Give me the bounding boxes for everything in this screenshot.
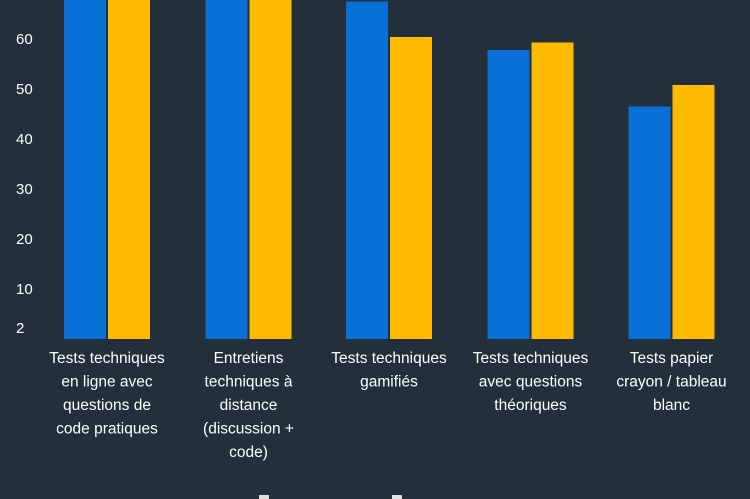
x-category-label: Tests papier crayon / tableau blanc <box>616 350 726 414</box>
legend-swatch-1 <box>259 495 269 499</box>
bar-series-2-cat-3 <box>390 37 432 339</box>
bar-series-1-cat-4 <box>487 50 530 339</box>
bar-series-2-cat-4 <box>531 42 574 339</box>
bar-series-2-cat-1 <box>108 0 150 339</box>
y-tick-label: 20 <box>16 231 33 248</box>
x-axis-labels: Tests techniques en ligne avec questions d… <box>49 350 726 461</box>
x-category-label: Tests techniques gamifiés <box>331 350 447 391</box>
y-tick-label: 2 <box>16 320 24 337</box>
y-tick-label: 10 <box>16 281 33 298</box>
y-axis: 2 10 20 30 40 50 60 <box>16 31 33 337</box>
legend-partial <box>259 495 402 499</box>
bar-series-1-cat-1 <box>64 0 106 339</box>
bar-series-1-cat-2 <box>205 0 248 339</box>
legend-swatch-2 <box>392 495 402 499</box>
bar-series-1-cat-3 <box>346 1 388 339</box>
bars-group <box>64 0 715 339</box>
bar-series-1-cat-5 <box>628 106 671 339</box>
y-tick-label: 40 <box>16 131 33 148</box>
y-tick-label: 30 <box>16 181 33 198</box>
bar-series-2-cat-5 <box>672 85 715 339</box>
x-category-label: Entretiens techniques à distance (discussio… <box>203 350 294 461</box>
y-tick-label: 50 <box>16 81 33 98</box>
y-tick-label: 60 <box>16 31 33 48</box>
x-category-label: Tests techniques en ligne avec questions d… <box>49 350 165 438</box>
bar-series-2-cat-2 <box>249 0 292 339</box>
x-category-label: Tests techniques avec questions théoriques <box>473 350 589 414</box>
